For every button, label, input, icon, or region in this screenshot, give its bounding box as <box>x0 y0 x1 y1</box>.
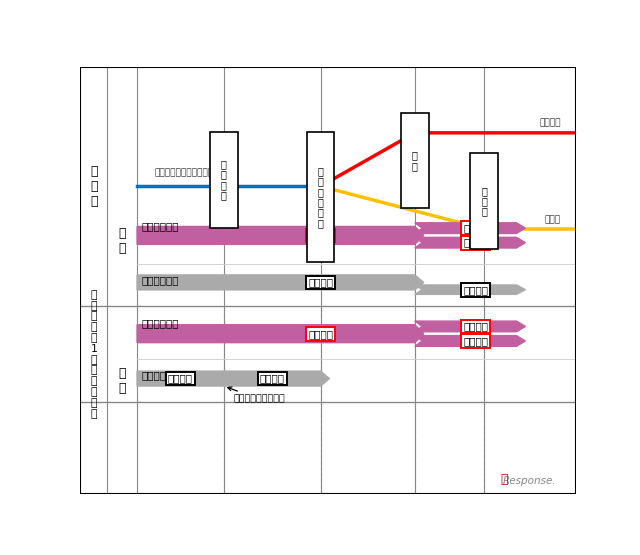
Text: 改
正: 改 正 <box>118 367 126 395</box>
Polygon shape <box>415 285 525 294</box>
FancyBboxPatch shape <box>307 132 335 262</box>
Text: 普通６本: 普通６本 <box>168 374 193 384</box>
Polygon shape <box>415 223 525 234</box>
Text: 半蔵門線直通: 半蔵門線直通 <box>142 221 179 231</box>
Polygon shape <box>415 238 525 248</box>
Text: 伊勢崎線: 伊勢崎線 <box>540 118 561 127</box>
Text: 急行６本: 急行６本 <box>308 329 333 339</box>
Text: 日比谷線直通: 日比谷線直通 <box>142 370 179 380</box>
Text: 日光線: 日光線 <box>545 215 561 224</box>
Text: 普通２本: 普通２本 <box>463 285 488 295</box>
Text: 普通６本: 普通６本 <box>308 278 333 287</box>
Polygon shape <box>137 325 424 342</box>
Text: 半蔵門線直通: 半蔵門線直通 <box>142 318 179 328</box>
Text: 普通４本: 普通４本 <box>260 374 285 384</box>
Text: 急行４本: 急行４本 <box>463 223 488 233</box>
Text: 急行３本: 急行３本 <box>463 336 488 346</box>
Text: 運
行
本
数
（
1
時
間
あ
た
り
）: 運 行 本 数 （ 1 時 間 あ た り ） <box>90 290 97 418</box>
Text: Ⓡ: Ⓡ <box>500 473 508 486</box>
FancyBboxPatch shape <box>210 132 237 228</box>
Text: 東武スカイツリーライン: 東武スカイツリーライン <box>155 169 214 178</box>
Text: 急行６本: 急行６本 <box>308 230 333 240</box>
FancyBboxPatch shape <box>470 153 498 249</box>
Text: 北
春
日
部: 北 春 日 部 <box>221 159 227 200</box>
Text: 日比谷線直通: 日比谷線直通 <box>142 275 179 285</box>
Text: 南
栗
橋: 南 栗 橋 <box>481 186 487 216</box>
Text: 路
線
図: 路 線 図 <box>90 165 98 208</box>
Polygon shape <box>415 336 525 346</box>
Text: 急行３本: 急行３本 <box>463 321 488 331</box>
Polygon shape <box>137 371 233 386</box>
Polygon shape <box>137 275 424 290</box>
Text: 急行２本: 急行２本 <box>463 238 488 248</box>
Text: 久
喜: 久 喜 <box>412 150 418 171</box>
Text: ２本は北春日部発着: ２本は北春日部発着 <box>228 387 285 404</box>
FancyBboxPatch shape <box>401 113 429 209</box>
Polygon shape <box>224 371 330 386</box>
Text: 現
行: 現 行 <box>118 227 126 255</box>
Polygon shape <box>137 226 424 244</box>
Text: Response.: Response. <box>502 476 556 486</box>
Text: 東
武
動
物
公
園: 東 武 動 物 公 園 <box>317 166 323 228</box>
Polygon shape <box>415 321 525 332</box>
